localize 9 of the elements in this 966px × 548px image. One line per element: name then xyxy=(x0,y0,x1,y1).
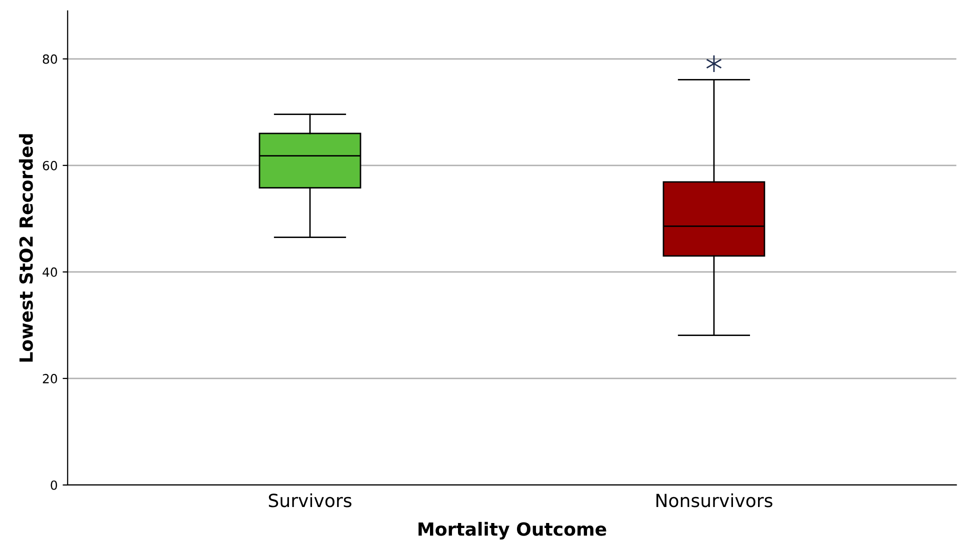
y-tick-label: 60 xyxy=(42,160,58,170)
y-tick-label: 80 xyxy=(42,54,58,64)
y-tick-label: 40 xyxy=(42,267,58,277)
x-axis-title: Mortality Outcome xyxy=(418,522,606,540)
y-tick-label: 20 xyxy=(42,374,58,384)
y-tick-label: 0 xyxy=(50,480,58,490)
x-tick-label: Nonsurvivors xyxy=(656,493,772,508)
y-axis-title: Lowest StO2 Recorded xyxy=(18,134,33,362)
x-tick-label: Survivors xyxy=(268,493,352,508)
